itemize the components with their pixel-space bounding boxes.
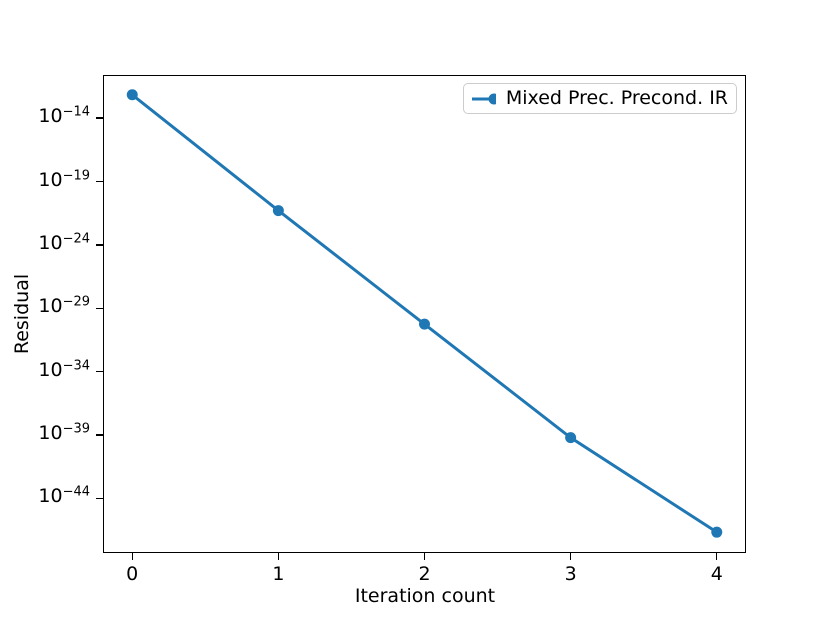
- x-tick-label: 4: [710, 563, 723, 585]
- y-axis-label: Residual: [11, 273, 33, 355]
- x-tick-label: 3: [564, 563, 577, 585]
- legend-marker-icon: [488, 93, 496, 104]
- x-tick-mark: [423, 553, 426, 560]
- y-tick-label: 10−24: [38, 231, 90, 254]
- x-axis-label: Iteration count: [354, 585, 496, 607]
- y-tick-mark: [96, 371, 103, 373]
- y-tick-label: 10−44: [38, 484, 90, 508]
- y-tick-mark: [96, 497, 103, 500]
- x-tick-mark: [569, 553, 572, 560]
- x-tick-label: 0: [126, 563, 139, 585]
- y-tick-label: 10−19: [38, 167, 90, 191]
- y-tick-mark: [96, 244, 103, 246]
- legend-entry-label: Mixed Prec. Precond. IR: [505, 87, 728, 109]
- y-tick-label: 10−34: [38, 358, 90, 381]
- plot-area: [103, 75, 746, 553]
- legend: Mixed Prec. Precond. IR: [463, 83, 737, 114]
- x-tick-mark: [716, 553, 718, 560]
- x-tick-label: 2: [418, 563, 431, 585]
- x-tick-label: 1: [272, 563, 285, 585]
- y-tick-label: 10−39: [38, 421, 90, 445]
- y-tick-label: 10−14: [38, 104, 90, 128]
- y-tick-mark: [96, 307, 103, 309]
- legend-line-marker-sample: [472, 93, 496, 104]
- y-tick-mark: [96, 434, 103, 436]
- y-tick-label: 10−29: [38, 294, 90, 318]
- y-tick-mark: [96, 180, 103, 183]
- x-tick-mark: [131, 553, 133, 560]
- x-tick-mark: [277, 553, 279, 560]
- y-tick-mark: [96, 117, 103, 119]
